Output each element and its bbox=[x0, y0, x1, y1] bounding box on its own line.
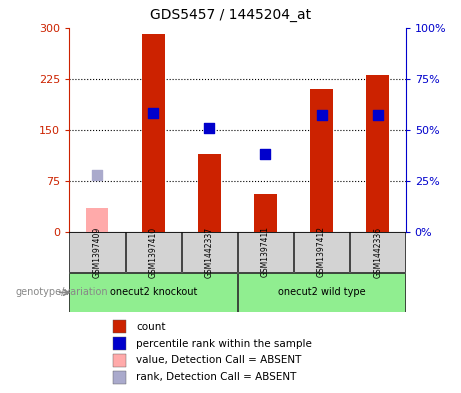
FancyBboxPatch shape bbox=[182, 232, 237, 272]
Point bbox=[318, 112, 325, 119]
Bar bbox=[366, 75, 389, 232]
Text: onecut2 wild type: onecut2 wild type bbox=[278, 288, 366, 298]
Bar bbox=[254, 195, 277, 232]
Text: rank, Detection Call = ABSENT: rank, Detection Call = ABSENT bbox=[136, 372, 297, 382]
Text: GSM1397410: GSM1397410 bbox=[149, 226, 158, 277]
Point bbox=[374, 112, 381, 119]
FancyBboxPatch shape bbox=[238, 273, 405, 312]
Point bbox=[149, 110, 157, 116]
Bar bbox=[310, 89, 333, 232]
Text: count: count bbox=[136, 322, 166, 332]
Text: genotype/variation: genotype/variation bbox=[16, 288, 108, 298]
Bar bbox=[86, 208, 108, 232]
FancyBboxPatch shape bbox=[70, 232, 125, 272]
Text: value, Detection Call = ABSENT: value, Detection Call = ABSENT bbox=[136, 355, 302, 365]
Text: GSM1442337: GSM1442337 bbox=[205, 226, 214, 277]
FancyBboxPatch shape bbox=[238, 232, 293, 272]
Point bbox=[206, 125, 213, 131]
Text: onecut2 knockout: onecut2 knockout bbox=[110, 288, 197, 298]
Bar bbox=[113, 354, 126, 367]
Text: GSM1397409: GSM1397409 bbox=[93, 226, 102, 277]
FancyBboxPatch shape bbox=[70, 273, 237, 312]
Bar bbox=[142, 34, 165, 232]
Bar bbox=[198, 154, 220, 232]
Point bbox=[94, 171, 101, 178]
Text: GDS5457 / 1445204_at: GDS5457 / 1445204_at bbox=[150, 8, 311, 22]
Text: GSM1397412: GSM1397412 bbox=[317, 226, 326, 277]
Bar bbox=[113, 371, 126, 384]
Point bbox=[262, 151, 269, 157]
Text: percentile rank within the sample: percentile rank within the sample bbox=[136, 338, 313, 349]
FancyBboxPatch shape bbox=[350, 232, 405, 272]
Text: GSM1442336: GSM1442336 bbox=[373, 226, 382, 277]
Bar bbox=[113, 320, 126, 333]
FancyBboxPatch shape bbox=[294, 232, 349, 272]
Bar bbox=[113, 337, 126, 350]
FancyBboxPatch shape bbox=[125, 232, 181, 272]
Text: GSM1397411: GSM1397411 bbox=[261, 226, 270, 277]
